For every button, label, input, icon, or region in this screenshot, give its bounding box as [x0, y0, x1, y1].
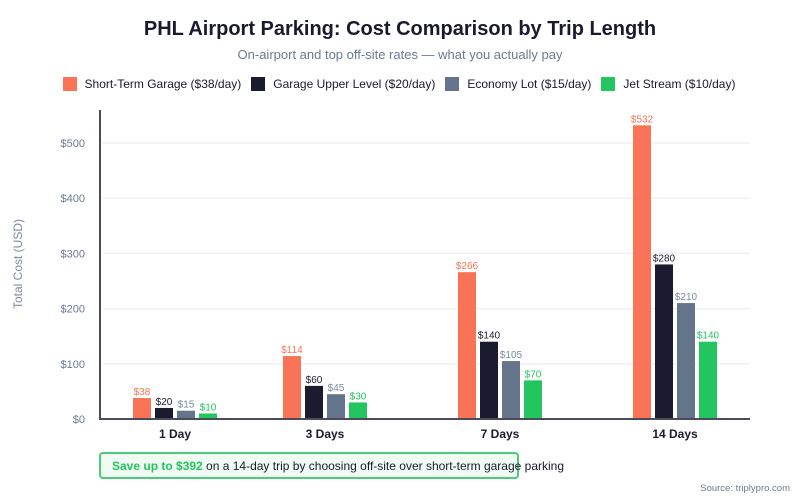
x-tick-label: 3 Days [306, 427, 345, 441]
bar-value-label: $45 [328, 383, 345, 394]
legend-label: Garage Upper Level ($20/day) [273, 77, 436, 91]
legend-swatch [445, 77, 460, 91]
legend: Short-Term Garage ($38/day) Garage Upper… [0, 77, 800, 91]
bar [349, 402, 367, 419]
legend-item-economy-lot: Economy Lot ($15/day) [445, 77, 591, 91]
bar [155, 407, 173, 419]
bar-value-label: $60 [306, 375, 323, 386]
y-tick-label: $200 [61, 304, 85, 316]
bar-value-label: $30 [350, 391, 367, 402]
bar-value-label: $210 [675, 292, 698, 303]
savings-callout-text: Save up to $392 on a 14-day trip by choo… [112, 459, 564, 473]
bar-value-label: $10 [200, 402, 217, 413]
bar [458, 272, 476, 419]
y-axis-title: Total Cost (USD) [11, 219, 25, 309]
bar-value-label: $114 [281, 345, 303, 356]
legend-label: Jet Stream ($10/day) [623, 77, 736, 91]
x-tick-label: 7 Days [481, 427, 520, 441]
bar-value-label: $266 [456, 261, 479, 272]
legend-item-jet-stream: Jet Stream ($10/day) [601, 77, 735, 91]
bar-value-label: $280 [653, 253, 676, 264]
bar [480, 341, 498, 419]
x-tick-label: 14 Days [652, 427, 698, 441]
legend-swatch [62, 77, 77, 91]
bar [699, 341, 717, 419]
y-tick-label: $300 [61, 248, 85, 260]
bar-value-label: $38 [134, 387, 151, 398]
bar [524, 380, 542, 419]
bar [283, 356, 301, 419]
bar [305, 385, 323, 419]
bar-value-label: $140 [697, 331, 720, 342]
y-tick-label: $100 [61, 359, 85, 371]
bar [502, 361, 520, 419]
legend-label: Short-Term Garage ($38/day) [84, 77, 242, 91]
savings-highlight: Save up to $392 [112, 459, 203, 473]
bar-value-label: $105 [500, 350, 523, 361]
legend-swatch [601, 77, 616, 91]
x-tick-label: 1 Day [159, 427, 191, 441]
bar [177, 410, 195, 419]
chart-title: PHL Airport Parking: Cost Comparison by … [143, 18, 657, 40]
chart-subtitle: On-airport and top off-site rates — what… [237, 47, 563, 62]
source-credit: Source: triplypro.com [700, 483, 790, 494]
legend-item-short-term-garage: Short-Term Garage ($38/day) [62, 77, 242, 91]
y-tick-label: $400 [61, 193, 85, 205]
bar [199, 413, 217, 419]
legend-label: Economy Lot ($15/day) [467, 77, 592, 91]
savings-callout-box [99, 452, 519, 479]
bar-value-label: $70 [525, 369, 542, 380]
legend-item-garage-upper-level: Garage Upper Level ($20/day) [251, 77, 435, 91]
legend-swatch [251, 77, 266, 91]
bar [677, 303, 695, 419]
bar-value-label: $15 [178, 400, 195, 411]
bar [327, 394, 345, 419]
y-tick-label: $0 [73, 414, 85, 426]
bar [655, 264, 673, 419]
bar [133, 398, 151, 419]
savings-detail: on a 14-day trip by choosing off-site ov… [202, 459, 565, 473]
bar-value-label: $140 [478, 331, 501, 342]
bar [633, 125, 651, 419]
bar-value-label: $532 [631, 114, 654, 125]
bar-value-label: $20 [156, 397, 173, 408]
y-tick-label: $500 [61, 138, 85, 150]
